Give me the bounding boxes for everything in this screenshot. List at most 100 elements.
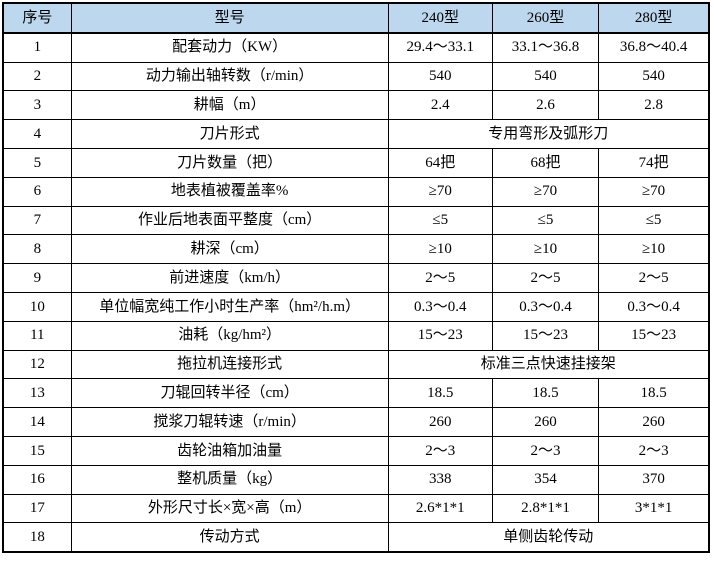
row-value: 2.8*1*1: [491, 493, 600, 524]
row-serial-number: 14: [2, 407, 72, 437]
row-parameter-label: 油耗（kg/hm²）: [70, 320, 389, 351]
row-value: ≤5: [387, 205, 493, 236]
row-parameter-label: 外形尺寸长×宽×高（m）: [70, 493, 389, 524]
table-row: 8 耕深（cm） ≥10 ≥10 ≥10: [2, 234, 710, 265]
row-value: ≥70: [491, 176, 600, 207]
row-value: 370: [598, 464, 710, 495]
row-serial-number: 18: [2, 522, 72, 553]
row-serial-number: 5: [2, 147, 72, 178]
row-parameter-label: 耕幅（m）: [70, 90, 389, 121]
row-value: 2～5: [491, 263, 600, 293]
table-row: 15 齿轮油箱加油量 2～3 2～3 2～3: [2, 435, 710, 466]
row-value: 3*1*1: [598, 493, 710, 524]
table-row: 3 耕幅（m） 2.4 2.6 2.8: [2, 90, 710, 121]
table-row: 10 单位幅宽纯工作小时生产率（hm²/h.m） 0.3～0.4 0.3～0.4 0.3…: [2, 291, 710, 322]
row-serial-number: 1: [2, 32, 72, 63]
header-cell-model-260: 260型: [491, 2, 600, 34]
row-serial-number: 16: [2, 464, 72, 495]
row-value: 29.4～33.1: [387, 32, 493, 63]
row-value: 2.8: [598, 90, 710, 121]
row-parameter-label: 单位幅宽纯工作小时生产率（hm²/h.m）: [70, 291, 389, 322]
row-value: 74把: [598, 147, 710, 178]
row-value: 64把: [387, 147, 493, 178]
row-value: 2.4: [387, 90, 493, 121]
table-row: 2 动力输出轴转数（r/min） 540 540 540: [2, 61, 710, 92]
row-parameter-label: 搅浆刀辊转速（r/min）: [70, 407, 389, 437]
row-serial-number: 15: [2, 435, 72, 466]
row-parameter-label: 整机质量（kg）: [70, 464, 389, 495]
row-value: 15～23: [598, 320, 710, 351]
spec-table-body: 1 配套动力（KW） 29.4～33.1 33.1～36.8 36.8～40.4 2 动力输…: [2, 32, 710, 553]
row-value: 18.5: [598, 378, 710, 409]
row-value: 540: [598, 61, 710, 92]
row-value: ≥10: [491, 234, 600, 265]
header-cell-model-240: 240型: [387, 2, 493, 34]
header-cell-model-280: 280型: [598, 2, 710, 34]
row-value: 0.3～0.4: [387, 291, 493, 322]
row-parameter-label: 耕深（cm）: [70, 234, 389, 265]
row-value: 2～3: [387, 435, 493, 466]
table-row: 1 配套动力（KW） 29.4～33.1 33.1～36.8 36.8～40.4: [2, 32, 710, 63]
header-cell-serial-number: 序号: [2, 2, 72, 34]
row-value: 354: [491, 464, 600, 495]
row-value: 338: [387, 464, 493, 495]
row-value: ≥10: [387, 234, 493, 265]
row-serial-number: 10: [2, 291, 72, 322]
row-serial-number: 11: [2, 320, 72, 351]
row-serial-number: 3: [2, 90, 72, 121]
row-value: 540: [387, 61, 493, 92]
spec-table-container: 序号 型号 240型 260型 280型 1 配套动力（KW） 29.4～33.1 3…: [2, 2, 710, 554]
row-serial-number: 4: [2, 119, 72, 149]
row-value: 540: [491, 61, 600, 92]
row-value: ≥70: [387, 176, 493, 207]
row-merged-value: 专用弯形及弧形刀: [387, 119, 710, 149]
row-parameter-label: 刀辊回转半径（cm）: [70, 378, 389, 409]
row-value: 15～23: [387, 320, 493, 351]
row-serial-number: 2: [2, 61, 72, 92]
row-value: 2～3: [491, 435, 600, 466]
row-merged-value: 标准三点快速挂接架: [387, 349, 710, 380]
row-serial-number: 6: [2, 176, 72, 207]
row-value: 2～5: [598, 263, 710, 293]
row-value: 260: [491, 407, 600, 437]
row-merged-value: 单侧齿轮传动: [387, 522, 710, 553]
row-serial-number: 17: [2, 493, 72, 524]
row-value: 18.5: [491, 378, 600, 409]
row-value: 2～3: [598, 435, 710, 466]
row-parameter-label: 拖拉机连接形式: [70, 349, 389, 380]
row-value: 2.6: [491, 90, 600, 121]
table-row: 6 地表植被覆盖率% ≥70 ≥70 ≥70: [2, 176, 710, 207]
row-value: 0.3～0.4: [491, 291, 600, 322]
row-value: 260: [387, 407, 493, 437]
row-parameter-label: 作业后地表面平整度（cm）: [70, 205, 389, 236]
row-value: ≥70: [598, 176, 710, 207]
row-value: 36.8～40.4: [598, 32, 710, 63]
row-parameter-label: 刀片形式: [70, 119, 389, 149]
row-value: ≤5: [491, 205, 600, 236]
row-serial-number: 7: [2, 205, 72, 236]
row-serial-number: 12: [2, 349, 72, 380]
header-row: 序号 型号 240型 260型 280型: [2, 2, 710, 34]
row-value: 15～23: [491, 320, 600, 351]
row-value: 260: [598, 407, 710, 437]
row-value: 33.1～36.8: [491, 32, 600, 63]
row-serial-number: 8: [2, 234, 72, 265]
header-cell-model: 型号: [70, 2, 389, 34]
row-value: 0.3～0.4: [598, 291, 710, 322]
table-row: 4 刀片形式 专用弯形及弧形刀: [2, 119, 710, 149]
table-row: 14 搅浆刀辊转速（r/min） 260 260 260: [2, 407, 710, 437]
row-value: 18.5: [387, 378, 493, 409]
row-parameter-label: 齿轮油箱加油量: [70, 435, 389, 466]
table-row: 11 油耗（kg/hm²） 15～23 15～23 15～23: [2, 320, 710, 351]
table-row: 9 前进速度（km/h） 2～5 2～5 2～5: [2, 263, 710, 293]
table-row: 18 传动方式 单侧齿轮传动: [2, 522, 710, 553]
row-value: ≥10: [598, 234, 710, 265]
table-row: 7 作业后地表面平整度（cm） ≤5 ≤5 ≤5: [2, 205, 710, 236]
spec-table: 序号 型号 240型 260型 280型 1 配套动力（KW） 29.4～33.1 3…: [2, 2, 710, 554]
table-row: 5 刀片数量（把） 64把 68把 74把: [2, 147, 710, 178]
row-parameter-label: 地表植被覆盖率%: [70, 176, 389, 207]
row-parameter-label: 前进速度（km/h）: [70, 263, 389, 293]
table-row: 17 外形尺寸长×宽×高（m） 2.6*1*1 2.8*1*1 3*1*1: [2, 493, 710, 524]
row-value: 68把: [491, 147, 600, 178]
row-parameter-label: 动力输出轴转数（r/min）: [70, 61, 389, 92]
